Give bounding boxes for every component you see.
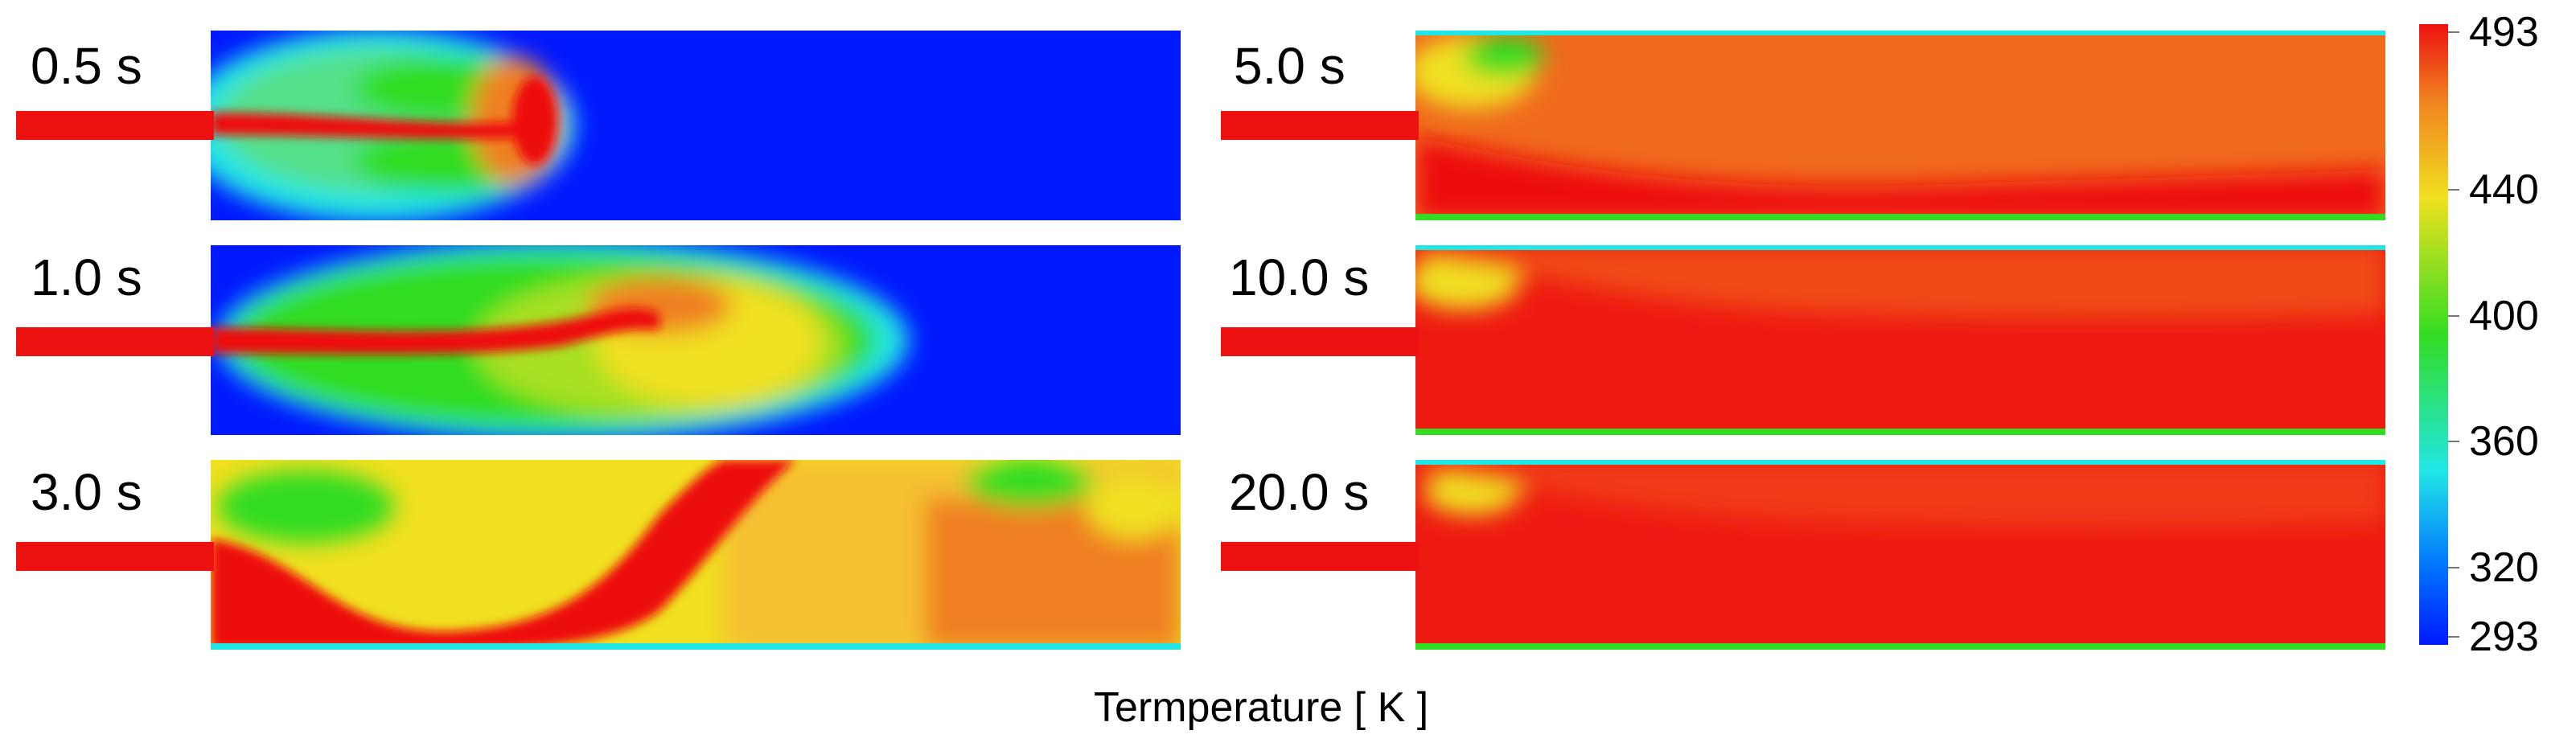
contour-panel-10-0s xyxy=(1221,245,2385,435)
contour-panel-20-0s xyxy=(1221,460,2385,650)
time-label: 10.0 s xyxy=(1229,248,1370,306)
colorbar xyxy=(2419,24,2459,645)
colorbar-tick-label: 440 xyxy=(2469,166,2539,213)
colorbar-tick-label: 400 xyxy=(2469,293,2539,339)
time-label: 5.0 s xyxy=(1234,37,1346,95)
colorbar-tick-label: 360 xyxy=(2469,418,2539,465)
time-label: 3.0 s xyxy=(31,463,142,521)
colorbar-tick-label: 493 xyxy=(2469,9,2539,55)
contour-panel-0-5s xyxy=(16,31,1181,220)
time-label: 20.0 s xyxy=(1229,463,1370,521)
colorbar-ticks xyxy=(2448,31,2459,638)
time-label: 0.5 s xyxy=(31,37,142,95)
contour-panel-3-0s xyxy=(16,460,1181,650)
time-label: 1.0 s xyxy=(31,248,142,306)
contour-panel-1-0s xyxy=(16,245,1181,435)
figure-caption: Termperature [ K ] xyxy=(1094,684,1429,731)
colorbar-tick-label: 293 xyxy=(2469,614,2539,660)
colorbar-tick-label: 320 xyxy=(2469,544,2539,591)
contour-panel-5-0s xyxy=(1221,31,2385,220)
